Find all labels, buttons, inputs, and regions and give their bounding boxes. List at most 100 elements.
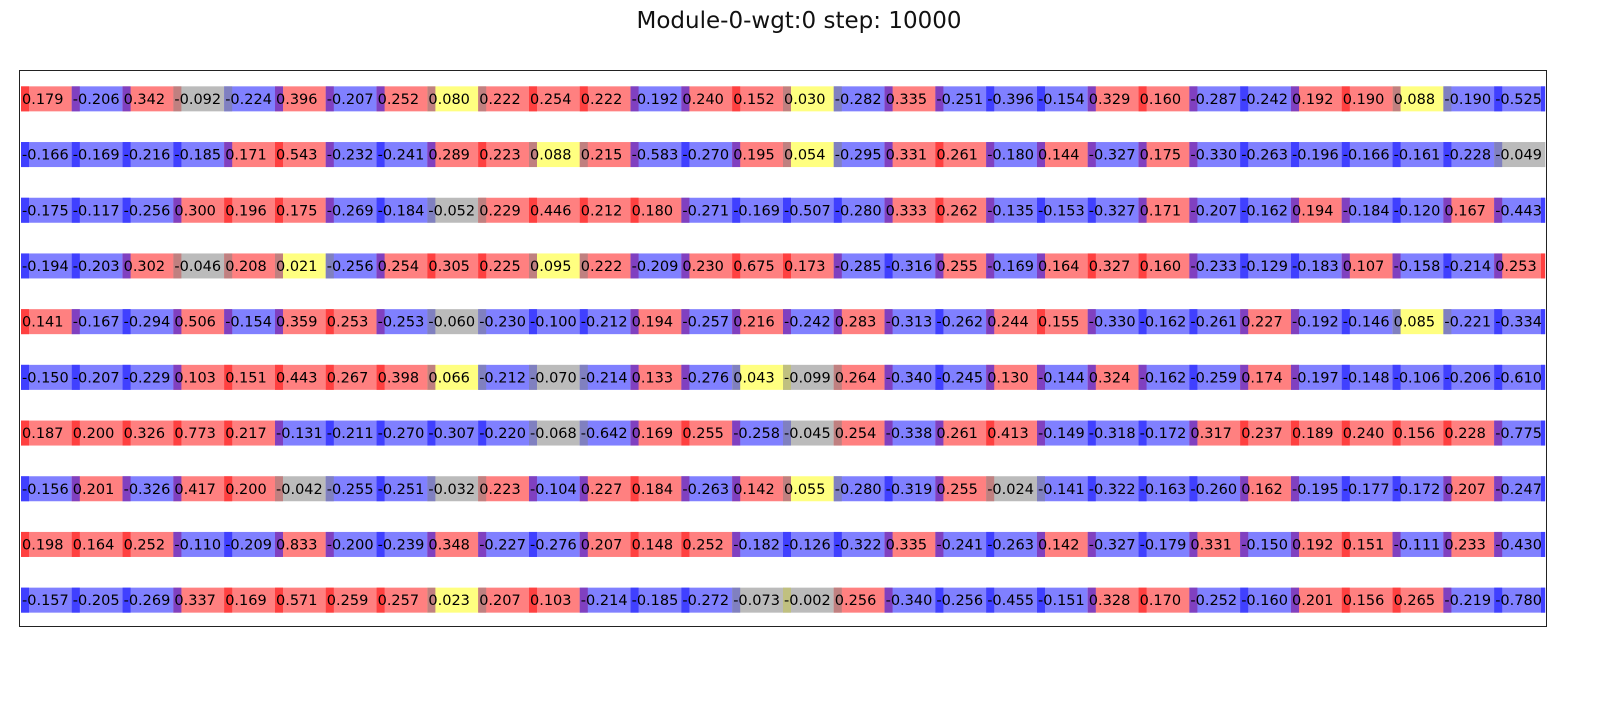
- heatmap-cell: [1037, 253, 1089, 279]
- heatmap-cell-edge: [325, 420, 334, 446]
- heatmap-cell-edge: [986, 476, 995, 502]
- heatmap-cell: [1189, 531, 1241, 557]
- cell-value-label: -0.194: [22, 259, 69, 275]
- heatmap-cell-edge: [529, 476, 537, 502]
- heatmap-cell-edge: [1291, 142, 1299, 168]
- heatmap-cell: [681, 86, 733, 112]
- cell-value-label: 0.148: [632, 537, 674, 553]
- cell-value-label: 0.180: [632, 203, 674, 219]
- heatmap-cell-edge: [1392, 476, 1401, 502]
- heatmap-cell: [173, 86, 225, 112]
- cell-value-label: 0.043: [733, 370, 775, 386]
- heatmap-cell-edge: [1138, 309, 1147, 335]
- heatmap-cell-edge: [833, 197, 842, 223]
- heatmap-cell-edge: [529, 531, 537, 557]
- cell-value-label: 0.184: [632, 482, 674, 498]
- cell-value-label: 0.133: [632, 370, 674, 386]
- cell-value-label: -0.216: [124, 148, 171, 164]
- heatmap-cell-edge: [1392, 420, 1401, 446]
- heatmap-cell: [986, 587, 1038, 613]
- heatmap-cell-edge: [681, 587, 690, 613]
- heatmap-cell-edge: [630, 142, 639, 168]
- heatmap-cell: [1087, 253, 1139, 279]
- heatmap-cell: [935, 587, 987, 613]
- heatmap-cell-edge: [1189, 476, 1198, 502]
- heatmap-cell: [224, 420, 276, 446]
- cell-value-label: -0.060: [428, 315, 475, 331]
- heatmap-cell-edge: [986, 142, 995, 168]
- cell-value-label: 0.192: [1292, 537, 1334, 553]
- heatmap-cell: [427, 197, 479, 223]
- heatmap-cell-edge: [1443, 86, 1452, 112]
- heatmap-cell: [630, 253, 682, 279]
- cell-value-label: -0.430: [1495, 537, 1542, 553]
- cell-value-label: -0.214: [581, 593, 628, 609]
- cell-value-label: -0.197: [1292, 370, 1339, 386]
- cell-value-label: -0.190: [1444, 92, 1491, 108]
- heatmap-cell-edge: [478, 364, 487, 390]
- heatmap-cell: [1037, 309, 1089, 335]
- heatmap-row-end: [1541, 476, 1545, 502]
- cell-value-label: 0.329: [1089, 92, 1131, 108]
- cell-value-label: -0.212: [581, 315, 628, 331]
- heatmap-cell: [884, 587, 936, 613]
- heatmap-cell: [1443, 86, 1495, 112]
- heatmap-cell: [1291, 420, 1343, 446]
- cell-value-label: 0.207: [1444, 482, 1486, 498]
- heatmap-cell: [529, 364, 581, 390]
- cell-value-label: -0.196: [1292, 148, 1339, 164]
- heatmap-cell: [1341, 142, 1393, 168]
- heatmap-cell: [275, 309, 327, 335]
- heatmap-cell: [1240, 587, 1292, 613]
- heatmap-cell-edge: [630, 531, 639, 557]
- heatmap-cell: [1138, 364, 1190, 390]
- cell-value-label: -0.307: [428, 426, 475, 442]
- heatmap-cell: [1392, 476, 1444, 502]
- heatmap-cell: [1240, 86, 1292, 112]
- heatmap-cell: [21, 476, 73, 502]
- heatmap-cell-edge: [1087, 364, 1096, 390]
- heatmap-cell-edge: [224, 142, 233, 168]
- heatmap-cell-edge: [21, 364, 29, 390]
- heatmap-cell: [783, 531, 835, 557]
- heatmap-cell: [1189, 364, 1241, 390]
- heatmap-cell: [478, 197, 530, 223]
- heatmap-cell: [833, 142, 885, 168]
- cell-value-label: 0.187: [22, 426, 64, 442]
- cell-value-label: -0.229: [124, 370, 171, 386]
- cell-value-label: 0.144: [1038, 148, 1080, 164]
- heatmap-cell: [1189, 253, 1241, 279]
- heatmap-cell: [732, 364, 784, 390]
- cell-value-label: -0.144: [1038, 370, 1085, 386]
- heatmap-cell: [783, 86, 835, 112]
- heatmap-cell-edge: [325, 364, 334, 390]
- heatmap-cell: [325, 142, 377, 168]
- heatmap-cell: [732, 197, 784, 223]
- heatmap-cell-edge: [1240, 587, 1249, 613]
- heatmap-cell-edge: [579, 309, 588, 335]
- heatmap-cell: [275, 476, 327, 502]
- heatmap-cell-edge: [1037, 531, 1045, 557]
- cell-value-label: -0.106: [1394, 370, 1441, 386]
- heatmap-cell-edge: [732, 253, 741, 279]
- cell-value-label: 0.160: [1140, 259, 1182, 275]
- cell-value-label: -0.146: [1343, 315, 1390, 331]
- heatmap-cell: [1291, 253, 1343, 279]
- heatmap-cell: [376, 476, 428, 502]
- heatmap-cell-edge: [1240, 531, 1249, 557]
- cell-value-label: -0.070: [530, 370, 577, 386]
- heatmap-cell: [1189, 309, 1241, 335]
- cell-value-label: 0.156: [1343, 593, 1385, 609]
- cell-value-label: -0.276: [682, 370, 729, 386]
- heatmap-cell: [173, 476, 225, 502]
- cell-value-label: -0.182: [733, 537, 780, 553]
- cell-value-label: 0.222: [479, 92, 521, 108]
- cell-value-label: 0.359: [276, 315, 318, 331]
- cell-value-label: -0.263: [682, 482, 729, 498]
- cell-value-label: -0.326: [124, 482, 171, 498]
- heatmap-cell: [427, 309, 479, 335]
- cell-value-label: 0.305: [428, 259, 470, 275]
- heatmap-cell: [21, 197, 73, 223]
- heatmap-cell: [579, 86, 631, 112]
- heatmap-cell-edge: [783, 531, 791, 557]
